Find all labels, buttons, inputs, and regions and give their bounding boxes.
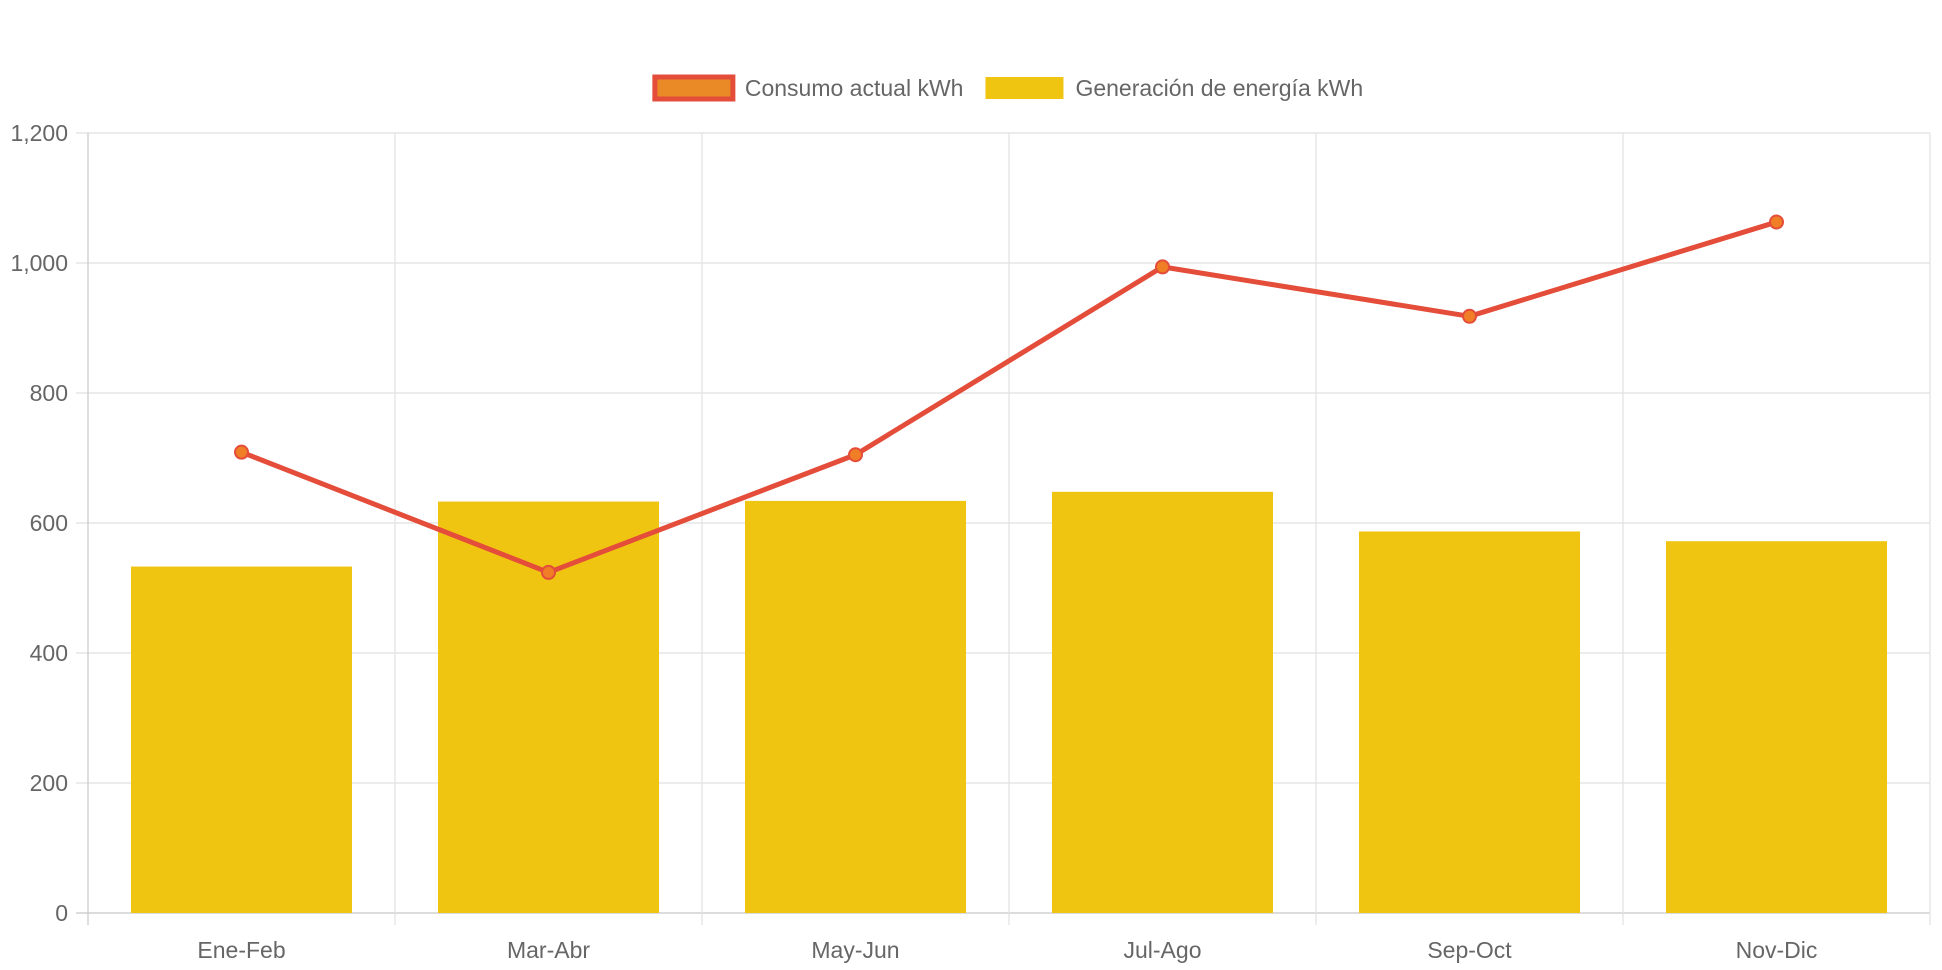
x-tick-label: Ene-Feb — [197, 937, 285, 963]
axes: 0 200 400 600 800 1,000 1,200 Ene-Feb Mar-Abr May… — [10, 120, 1817, 963]
point-consumption-nov-dic[interactable] — [1769, 214, 1784, 230]
bar-generation-nov-dic[interactable] — [1665, 541, 1888, 913]
legend-label-consumption[interactable]: Consumo actual kWh — [745, 75, 964, 101]
grid-lines — [76, 132, 1931, 925]
x-tick-label: Nov-Dic — [1736, 937, 1818, 963]
bar-generation-jul-ago[interactable] — [1051, 491, 1274, 913]
point-consumption-jul-ago[interactable] — [1155, 259, 1170, 275]
x-tick-label: Sep-Oct — [1427, 937, 1512, 963]
y-tick-label: 0 — [55, 900, 68, 926]
bar-generation-may-jun[interactable] — [744, 500, 967, 913]
y-tick-label: 200 — [30, 770, 68, 796]
y-tick-label: 1,200 — [10, 120, 68, 146]
x-tick-label: Mar-Abr — [507, 937, 590, 963]
bar-generation-ene-feb[interactable] — [130, 566, 353, 913]
point-consumption-sep-oct[interactable] — [1462, 308, 1477, 324]
bar-generation-mar-abr[interactable] — [437, 501, 660, 913]
point-consumption-mar-abr[interactable] — [541, 564, 556, 580]
consumption-line — [234, 214, 1784, 580]
bar-generation-sep-oct[interactable] — [1358, 531, 1581, 913]
generation-bars — [130, 491, 1888, 913]
consumption-polyline — [239, 219, 1779, 575]
point-consumption-ene-feb[interactable] — [234, 444, 249, 460]
point-consumption-may-jun[interactable] — [848, 447, 863, 463]
legend: Consumo actual kWh Generación de energía… — [652, 74, 1363, 102]
legend-swatch-generation[interactable] — [985, 77, 1064, 99]
y-tick-label: 400 — [30, 640, 68, 666]
y-tick-label: 800 — [30, 380, 68, 406]
x-tick-label: May-Jun — [811, 937, 899, 963]
legend-swatch-consumption[interactable] — [652, 74, 736, 102]
x-tick-label: Jul-Ago — [1124, 937, 1202, 963]
y-tick-label: 1,000 — [10, 250, 68, 276]
y-tick-label: 600 — [30, 510, 68, 536]
legend-label-generation[interactable]: Generación de energía kWh — [1075, 75, 1363, 101]
